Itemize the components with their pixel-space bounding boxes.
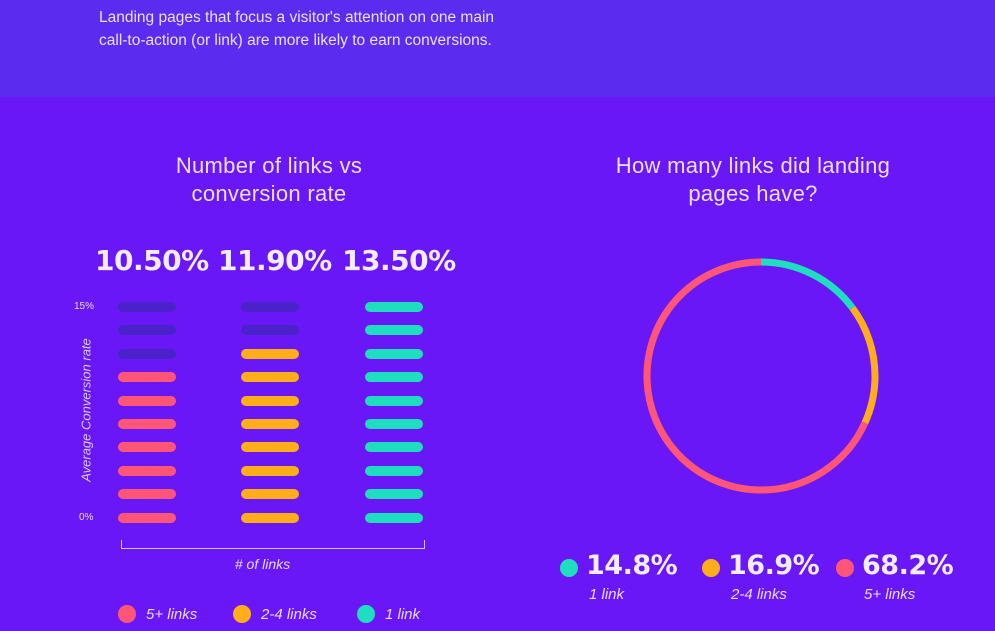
bar-segment-5plus-filled [118, 466, 176, 476]
bar-segment-2to4-filled [241, 349, 299, 359]
bar-segment-2to4-empty [241, 325, 299, 335]
bar-segment-5plus-filled [118, 442, 176, 452]
bar-segment-2to4-empty [241, 302, 299, 312]
bar-segment-5plus-empty [118, 349, 176, 359]
donut-chart [643, 258, 879, 494]
legend-dot-2to4 [233, 605, 251, 623]
stat-value-1link: 14.8% [586, 550, 678, 581]
x-axis-label: # of links [234, 556, 291, 572]
bar-segment-1link-filled [365, 466, 423, 476]
bar-segment-2to4-filled [241, 419, 299, 429]
donut-slice-5plus [643, 258, 879, 494]
bar-segment-1link-filled [365, 349, 423, 359]
intro-line-1: Landing pages that focus a visitor's att… [99, 9, 495, 26]
bar-value-label-1link: 13.50% [342, 244, 456, 277]
stat-label-5plus: 5+ links [864, 586, 916, 603]
bar-value-label-5plus: 10.50% [95, 244, 209, 277]
stat-value-2to4: 16.9% [728, 550, 820, 581]
bar-segment-1link-filled [365, 302, 423, 312]
bar-segment-5plus-filled [118, 396, 176, 406]
legend-item-5plus: 5+ links [118, 604, 197, 624]
intro-line-2: call-to-action (or link) are more likely… [99, 32, 492, 49]
donut-chart-title: How many links did landing pages have? [598, 152, 908, 208]
bar-segment-5plus-filled [118, 513, 176, 523]
bar-segment-1link-filled [365, 419, 423, 429]
bar-segment-5plus-filled [118, 419, 176, 429]
bar-value-label-2to4: 11.90% [218, 244, 332, 277]
stat-dot-5plus [836, 559, 854, 577]
bar-segment-1link-filled [365, 442, 423, 452]
bar-segment-5plus-empty [118, 325, 176, 335]
stat-dot-1link [560, 559, 578, 577]
donut-chart-title-line-1: How many links did landing [615, 153, 891, 178]
y-tick-min: 0% [79, 512, 94, 523]
donut-slice-2to4 [643, 258, 879, 494]
legend-item-2to4: 2-4 links [233, 604, 317, 624]
bar-chart-title: Number of links vs conversion rate [138, 152, 400, 208]
bar-segment-2to4-filled [241, 513, 299, 523]
legend-label-2to4: 2-4 links [261, 605, 317, 623]
bar-segment-5plus-empty [118, 302, 176, 312]
bar-chart-title-line-2: conversion rate [191, 181, 347, 206]
y-axis-label: Average Conversion rate [78, 338, 94, 482]
bar-segment-2to4-filled [241, 442, 299, 452]
bar-chart-title-line-1: Number of links vs [175, 153, 363, 178]
intro-text: Landing pages that focus a visitor's att… [99, 6, 569, 52]
stat-value-5plus: 68.2% [862, 550, 954, 581]
legend-label-1link: 1 link [385, 605, 421, 623]
x-axis-bracket [121, 540, 425, 549]
bar-segment-1link-filled [365, 396, 423, 406]
bar-segment-5plus-filled [118, 372, 176, 382]
legend-dot-5plus [118, 605, 136, 623]
intro-band [0, 0, 995, 97]
bar-segment-2to4-filled [241, 372, 299, 382]
stat-dot-2to4 [702, 559, 720, 577]
donut-chart-title-line-2: pages have? [688, 181, 818, 206]
bar-segment-5plus-filled [118, 489, 176, 499]
bar-segment-2to4-filled [241, 489, 299, 499]
y-tick-max: 15% [74, 301, 95, 312]
legend-dot-1link [357, 605, 375, 623]
stat-label-2to4: 2-4 links [731, 586, 787, 603]
bar-segment-1link-filled [365, 325, 423, 335]
stat-label-1link: 1 link [589, 586, 625, 603]
bar-segment-1link-filled [365, 489, 423, 499]
bar-segment-1link-filled [365, 513, 423, 523]
legend-item-1link: 1 link [357, 604, 420, 624]
bar-segment-1link-filled [365, 372, 423, 382]
bar-segment-2to4-filled [241, 396, 299, 406]
legend-label-5plus: 5+ links [146, 605, 198, 623]
bar-segment-2to4-filled [241, 466, 299, 476]
